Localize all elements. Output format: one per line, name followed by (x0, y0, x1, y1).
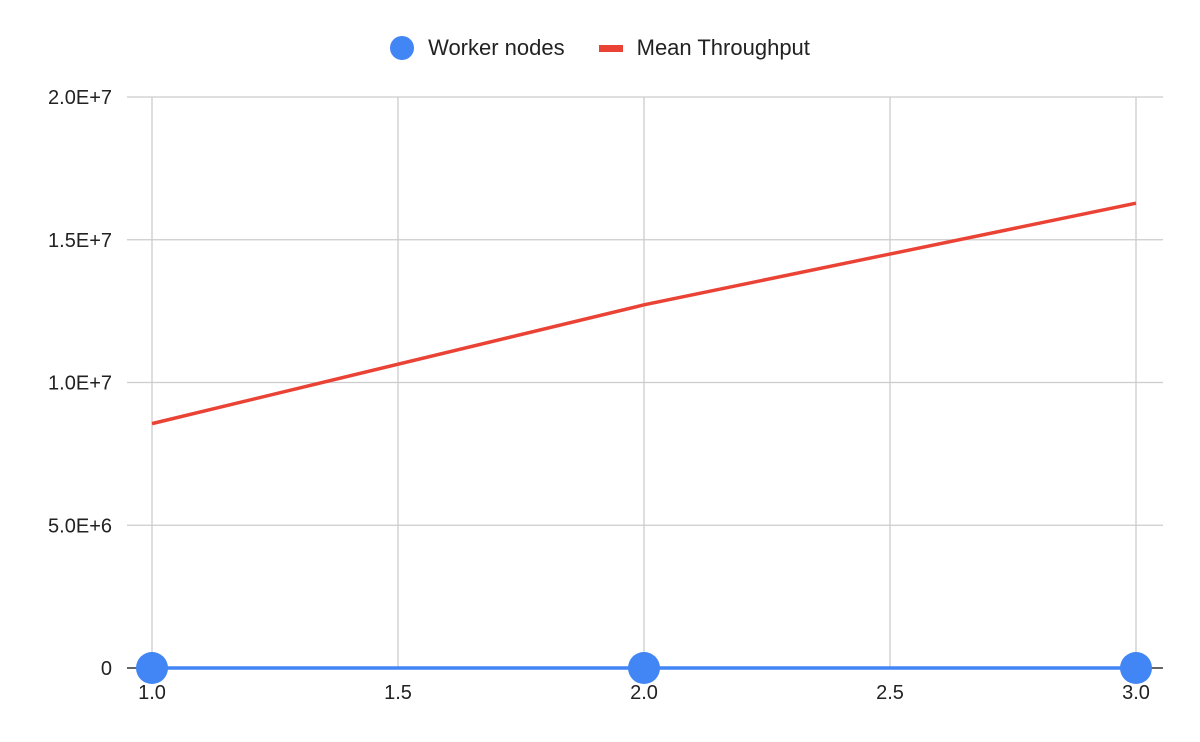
y-tick-label: 5.0E+6 (48, 515, 112, 537)
y-tick-label: 1.0E+7 (48, 373, 112, 395)
x-tick-label: 1.5 (384, 682, 412, 704)
x-tick-label: 2.0 (630, 682, 658, 704)
data-point-worker-nodes (628, 651, 660, 684)
legend-marker-mean-throughput (598, 44, 623, 52)
legend-label-worker-nodes: Worker nodes (428, 35, 565, 60)
legend-marker-worker-nodes (390, 36, 415, 60)
x-tick-label: 1.0 (138, 682, 166, 704)
series (136, 201, 1152, 684)
data-point-worker-nodes (136, 652, 168, 684)
legend: Worker nodes Mean Throughput (0, 31, 1200, 65)
legend-item-mean-throughput: Mean Throughput (598, 35, 810, 61)
y-tick-label: 1.5E+7 (48, 230, 112, 252)
tick-labels: 1.0 1.5 2.0 2.5 3.0 0 5.0E+6 1.0E+7 1.5E+7 2.0E+7 (48, 87, 1150, 704)
series-line-mean-throughput (151, 201, 1137, 426)
y-tick-label: 0 (101, 658, 112, 680)
legend-item-worker-nodes: Worker nodes (390, 35, 565, 61)
y-tick-label: 2.0E+7 (48, 87, 112, 109)
x-tick-label: 2.5 (876, 682, 904, 704)
x-tick-label: 3.0 (1122, 682, 1150, 704)
data-point-worker-nodes (1120, 651, 1152, 684)
legend-label-mean-throughput: Mean Throughput (636, 35, 810, 60)
y-gridlines (127, 96, 1163, 526)
